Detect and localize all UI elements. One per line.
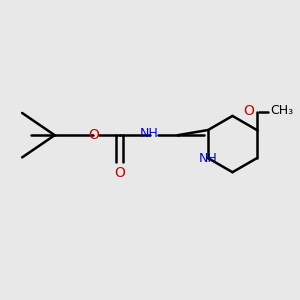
- Text: O: O: [88, 128, 99, 142]
- Text: O: O: [115, 166, 125, 180]
- Text: O: O: [243, 104, 254, 118]
- Text: NH: NH: [140, 127, 159, 140]
- Text: CH₃: CH₃: [270, 104, 293, 117]
- Text: NH: NH: [199, 152, 218, 165]
